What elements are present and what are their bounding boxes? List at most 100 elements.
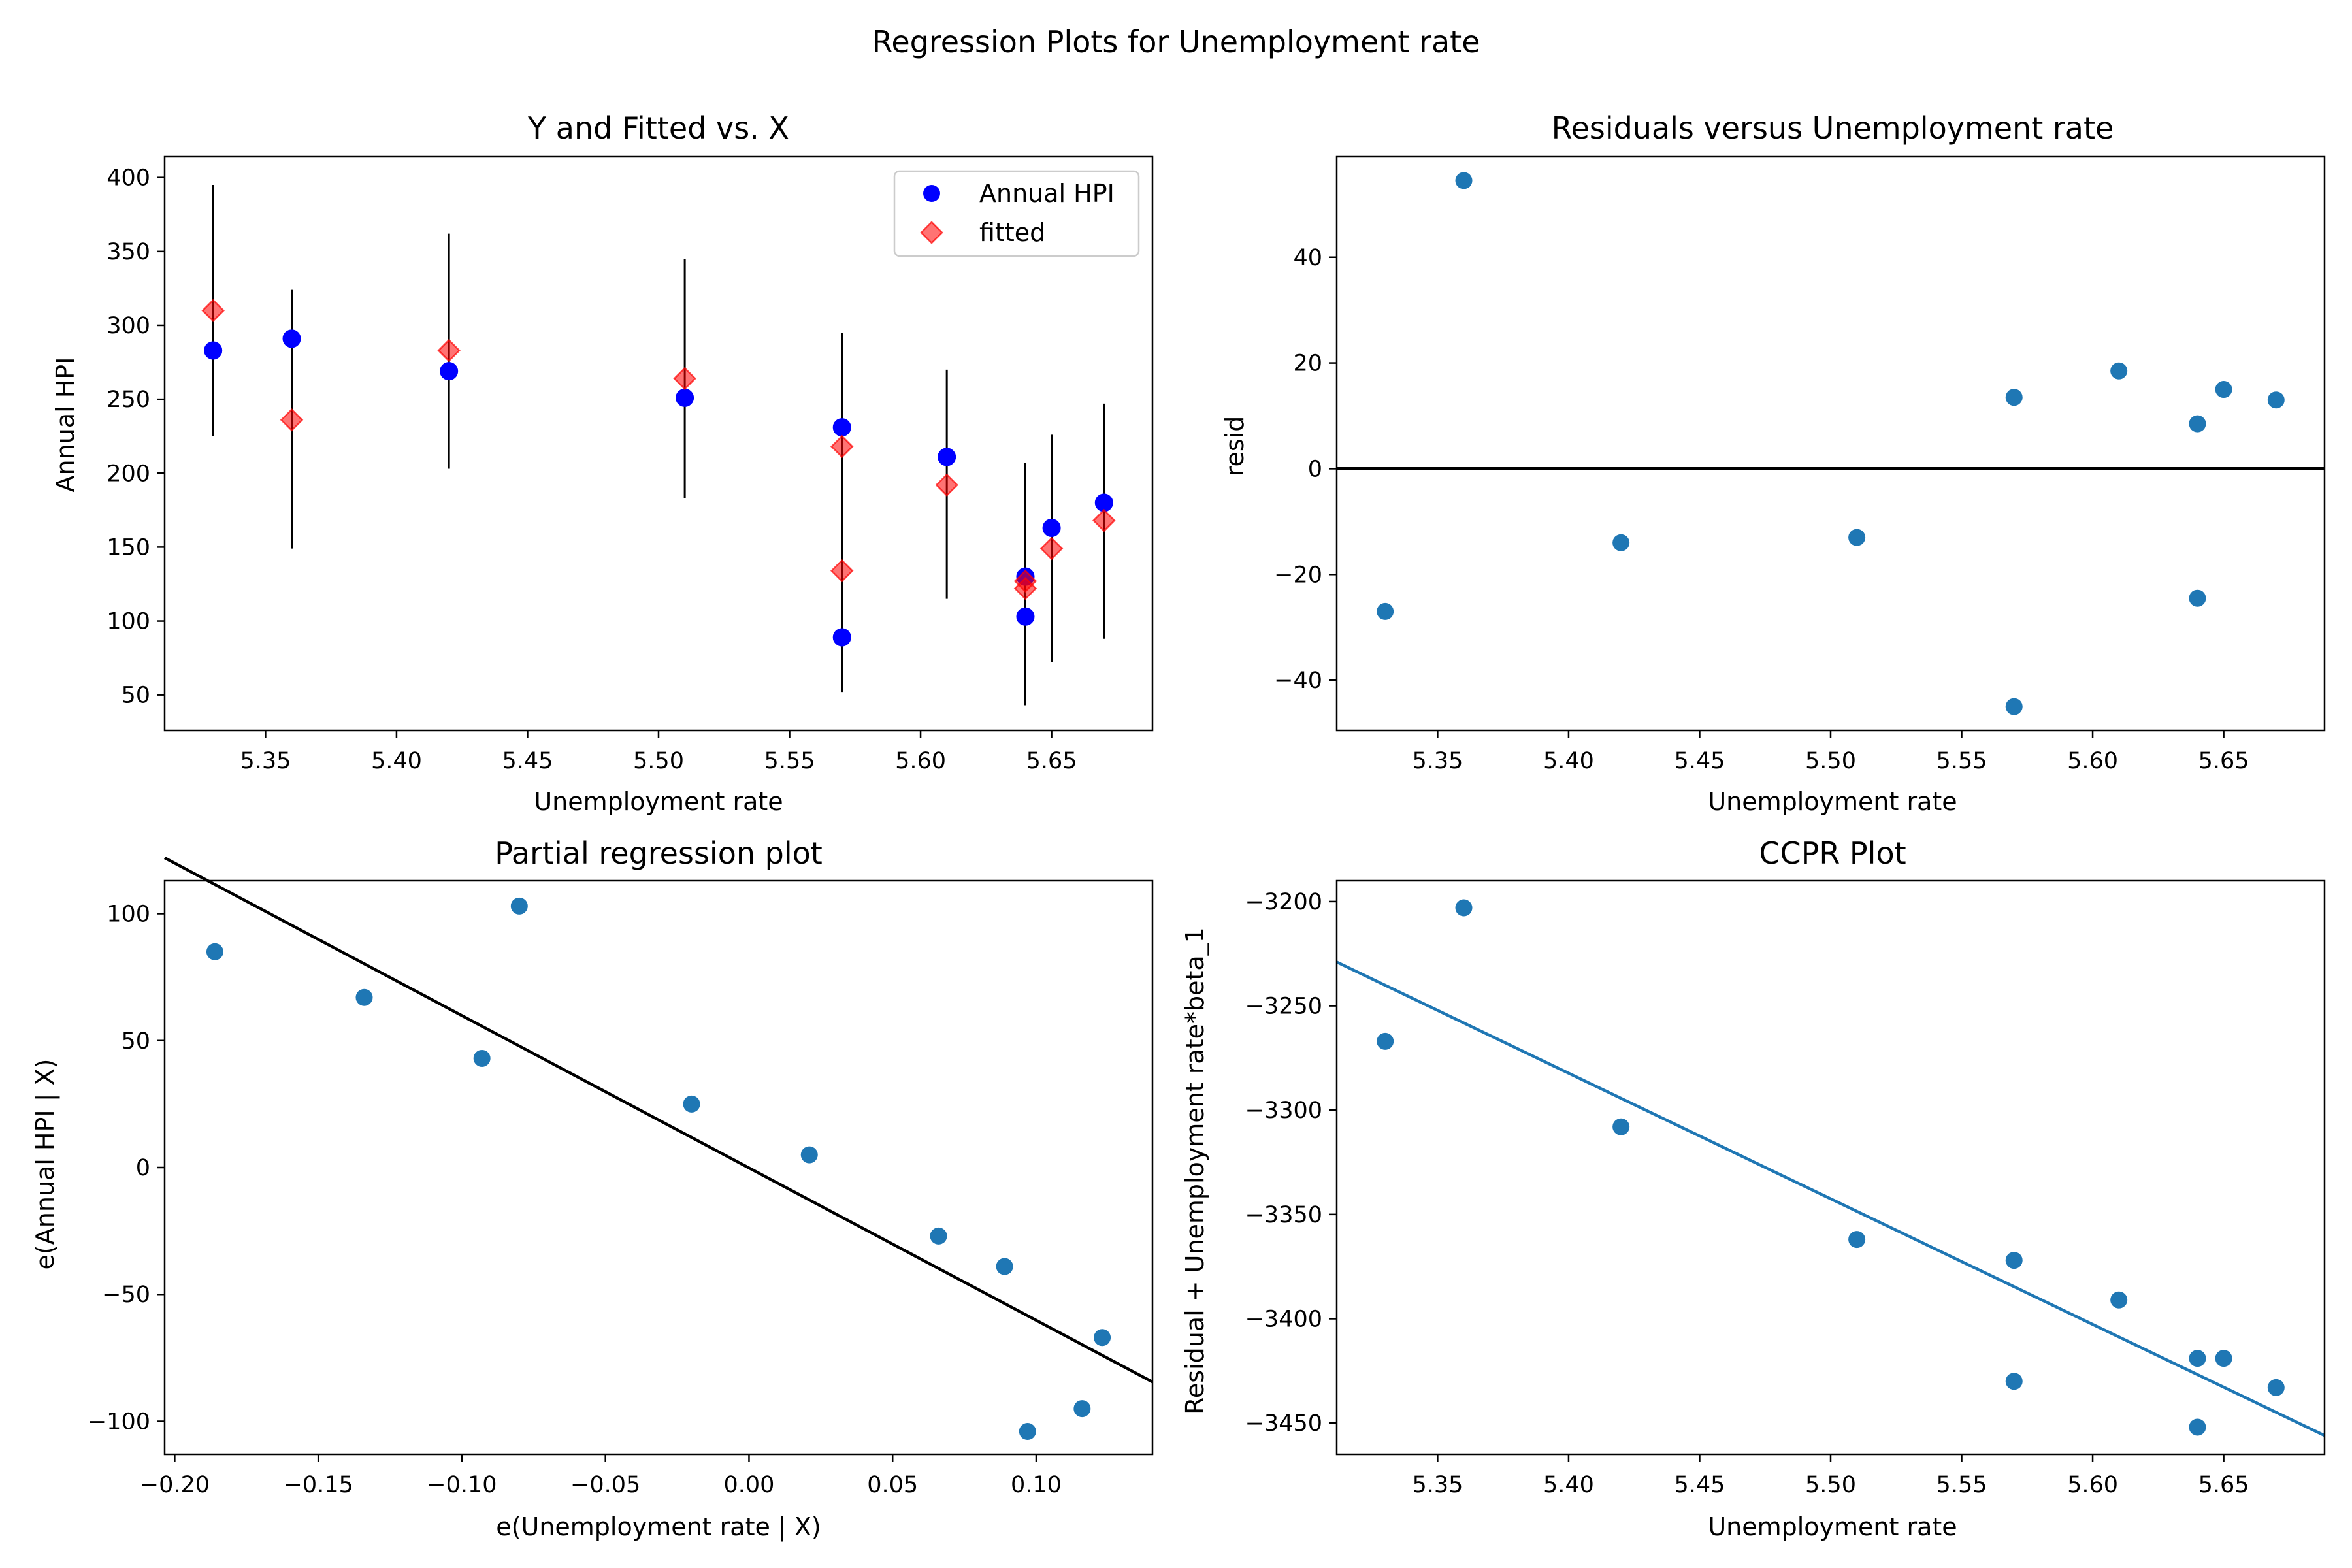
legend-label-annual-hpi: Annual HPI [979, 179, 1115, 208]
data-point-fitted [935, 473, 958, 497]
data-point-fitted [673, 367, 696, 391]
data-point-annual-hpi [832, 628, 851, 647]
data-point [2189, 1418, 2206, 1436]
y-tick-label: 20 [1293, 351, 1322, 377]
figure-title: Regression Plots for Unemployment rate [872, 24, 1480, 59]
data-point [1848, 1231, 1866, 1249]
data-point [2267, 391, 2285, 409]
data-point [1094, 1329, 1111, 1347]
x-tick-label: 5.60 [895, 748, 946, 774]
data-point [355, 988, 373, 1006]
data-point [2005, 389, 2023, 406]
data-point [996, 1258, 1013, 1275]
legend: Annual HPI fitted [893, 170, 1140, 257]
data-point-annual-hpi [440, 362, 459, 381]
data-point-annual-hpi [204, 341, 223, 360]
data-point-fitted [1013, 576, 1037, 600]
x-tick-label: 5.45 [1674, 748, 1725, 774]
data-point-fitted [280, 408, 304, 432]
x-tick-label: 5.50 [1805, 1472, 1856, 1498]
data-point [1612, 534, 1630, 551]
data-point [2005, 698, 2023, 715]
y-tick-label: 40 [1293, 245, 1322, 271]
legend-box [893, 170, 1140, 257]
data-point [2189, 415, 2206, 433]
panel-title: Partial regression plot [495, 836, 823, 871]
y-tick-label: −50 [102, 1282, 150, 1308]
x-axis-label: e(Unemployment rate | X) [496, 1512, 821, 1542]
data-point [2189, 1350, 2206, 1367]
data-point [2110, 1291, 2128, 1309]
data-point [1377, 602, 1394, 620]
data-point [206, 943, 223, 960]
x-tick-label: 5.55 [764, 748, 815, 774]
x-tick-label: 5.60 [2067, 748, 2118, 774]
data-point-fitted [1039, 536, 1064, 561]
y-tick-label: −3300 [1245, 1098, 1322, 1124]
y-tick-label: −3350 [1245, 1202, 1322, 1228]
y-axis-label: e(Annual HPI | X) [31, 1059, 60, 1270]
y-tick-label: 0 [1308, 456, 1322, 482]
y-tick-label: −3400 [1245, 1306, 1322, 1332]
y-tick-label: −3450 [1245, 1411, 1322, 1437]
y-tick-label: 50 [121, 1028, 150, 1054]
x-tick-label: 5.40 [1543, 1472, 1594, 1498]
x-axis-label: Unemployment rate [1708, 1512, 1957, 1541]
x-tick-label: 0.00 [723, 1472, 774, 1498]
fit-line [163, 857, 1154, 1384]
x-axis-label: Unemployment rate [1708, 787, 1957, 816]
data-point [1455, 899, 1473, 917]
data-point [683, 1095, 700, 1113]
data-point-fitted [201, 299, 225, 323]
x-tick-label: 5.45 [1674, 1472, 1725, 1498]
x-tick-label: 5.60 [2067, 1472, 2118, 1498]
data-point-annual-hpi [938, 448, 956, 466]
y-tick-label: 350 [106, 239, 150, 265]
data-point [1073, 1400, 1091, 1418]
y-tick-label: 300 [106, 313, 150, 339]
y-axis-label: resid [1220, 416, 1249, 477]
legend-marker-annual-hpi [923, 185, 940, 202]
panel-title: Residuals versus Unemployment rate [1552, 110, 2114, 146]
x-tick-label: 5.35 [1412, 748, 1463, 774]
data-point [2005, 1373, 2023, 1390]
panel-residuals: Residuals versus Unemployment rate Unemp… [1220, 110, 2326, 816]
y-tick-label: 0 [136, 1155, 150, 1181]
plot-area [163, 857, 1154, 1441]
x-tick-label: 5.35 [240, 748, 291, 774]
data-point-annual-hpi [676, 388, 694, 407]
x-tick-label: 5.65 [2198, 748, 2249, 774]
data-point [1455, 172, 1473, 189]
x-tick-label: 5.45 [502, 748, 553, 774]
x-tick-label: −0.20 [140, 1472, 210, 1498]
x-axis-label: Unemployment rate [534, 787, 783, 816]
plot-area [1336, 899, 2325, 1437]
data-point [2215, 1350, 2232, 1367]
x-tick-label: 0.10 [1011, 1472, 1062, 1498]
x-tick-label: 5.40 [1543, 748, 1594, 774]
y-tick-label: 400 [106, 165, 150, 191]
x-tick-label: 5.55 [1936, 748, 1987, 774]
plot-area [1337, 172, 2325, 715]
y-axis-label: Residual + Unemployment rate*beta_1 [1181, 927, 1209, 1414]
data-point-annual-hpi [1042, 518, 1061, 537]
x-tick-label: −0.05 [570, 1472, 640, 1498]
legend-marker-fitted [920, 221, 943, 244]
panel-ccpr: CCPR Plot Unemployment rate Residual + U… [1181, 836, 2326, 1541]
x-tick-label: 5.35 [1412, 1472, 1463, 1498]
legend-label-fitted: fitted [979, 218, 1045, 247]
x-tick-label: 0.05 [867, 1472, 918, 1498]
data-point [1612, 1118, 1630, 1135]
data-point-fitted [1092, 508, 1116, 532]
data-point-fitted [437, 338, 461, 363]
y-tick-label: 200 [106, 461, 150, 487]
panel-title: Y and Fitted vs. X [527, 110, 789, 146]
data-point [2189, 589, 2206, 607]
data-point [2110, 362, 2128, 380]
x-tick-label: 5.65 [2198, 1472, 2249, 1498]
y-tick-label: −20 [1274, 562, 1322, 588]
y-tick-label: −3250 [1245, 994, 1322, 1020]
data-point [2215, 381, 2232, 399]
